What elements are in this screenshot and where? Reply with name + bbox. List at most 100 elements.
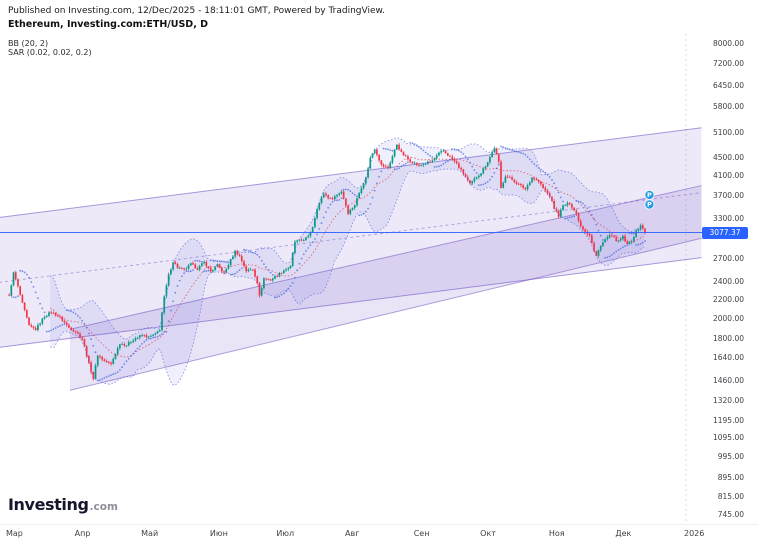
candle-body: [404, 155, 407, 157]
candle: [247, 267, 250, 273]
candle: [147, 335, 150, 338]
candle-body: [347, 205, 349, 214]
sar-dot: [187, 270, 190, 273]
candle: [39, 322, 41, 327]
candle-body: [14, 272, 17, 280]
time-axis-month-label: Окт: [480, 529, 496, 538]
sar-dot: [167, 320, 170, 323]
candle-body: [333, 196, 336, 199]
time-axis-month-label: Дек: [615, 529, 632, 538]
candle: [557, 209, 560, 219]
indicator-label-bb: BB (20, 2): [8, 39, 49, 48]
sar-dot: [236, 271, 239, 273]
candle-body: [167, 274, 170, 286]
candle: [393, 149, 396, 158]
sar-dot: [407, 161, 409, 164]
sar-dot: [205, 270, 208, 272]
candle: [249, 267, 252, 271]
candle-body: [112, 358, 115, 364]
price-axis-label: 1640.00: [712, 352, 744, 362]
sar-dot: [23, 271, 26, 274]
sar-dot: [251, 251, 254, 254]
sar-dot: [466, 158, 469, 161]
candle-body: [515, 182, 518, 184]
candle: [45, 314, 48, 318]
candle-body: [201, 263, 203, 266]
candle-body: [280, 272, 283, 274]
candle: [174, 260, 177, 265]
sar-dot: [393, 168, 396, 171]
candle: [154, 332, 157, 336]
candle: [198, 264, 201, 272]
candle: [278, 272, 281, 278]
candle-body: [391, 156, 394, 163]
candle: [19, 285, 22, 296]
candle-body: [269, 279, 272, 281]
sar-dot: [420, 147, 423, 150]
candle-body: [92, 372, 95, 379]
sar-dot: [548, 176, 551, 178]
sar-dot: [79, 317, 81, 319]
sar-dot: [52, 328, 55, 330]
candle-body: [101, 356, 104, 360]
sar-dot: [364, 210, 367, 213]
sar-dot: [243, 248, 245, 251]
sar-dot: [225, 261, 228, 263]
time-axis-month-label: Мар: [6, 529, 23, 538]
sar-dot: [402, 164, 405, 166]
sar-dot: [458, 149, 460, 152]
sar-dot: [130, 355, 132, 357]
price-axis-label: 4500.00: [712, 152, 744, 162]
candle: [119, 343, 121, 351]
candle: [577, 212, 580, 223]
candle-body: [360, 188, 363, 193]
candle: [65, 321, 68, 328]
sar-dot: [302, 253, 305, 256]
sar-dot: [409, 142, 411, 144]
candle: [429, 159, 431, 163]
sar-dot: [28, 276, 30, 279]
sar-dot: [635, 244, 638, 246]
candle: [602, 241, 604, 247]
sar-dot: [258, 256, 261, 258]
candle: [391, 154, 394, 165]
candle: [358, 191, 361, 199]
candle-body: [613, 235, 615, 238]
candle: [243, 259, 245, 268]
sar-dot: [112, 373, 115, 376]
candle-body: [489, 156, 491, 163]
candle: [482, 167, 485, 175]
candle-body: [582, 226, 584, 230]
sar-dot: [176, 285, 179, 287]
candle-body: [216, 264, 219, 267]
sar-dot: [280, 293, 283, 296]
candle-body: [39, 323, 41, 325]
sar-dot: [455, 149, 458, 151]
candle: [579, 218, 582, 228]
candle: [172, 261, 174, 272]
candle-body: [278, 272, 281, 277]
sar-dot: [557, 191, 560, 194]
candle-body: [245, 266, 248, 272]
candle-body: [218, 264, 221, 268]
candle-body: [593, 243, 595, 252]
sar-dot: [134, 350, 137, 353]
candle: [130, 341, 132, 345]
sar-dot: [65, 309, 68, 312]
sar-dot: [502, 146, 505, 149]
sar-dot: [533, 163, 536, 165]
candle-body: [88, 356, 90, 363]
candle-body: [325, 193, 327, 196]
candle-body: [316, 209, 318, 218]
candle: [420, 164, 423, 167]
candle-body: [154, 333, 157, 335]
sar-dot: [81, 319, 84, 322]
candle: [608, 233, 611, 239]
candle-body: [331, 198, 334, 200]
candle: [314, 217, 316, 229]
candles-layer: [8, 142, 646, 381]
sar-dot: [125, 360, 128, 363]
candle: [322, 192, 325, 198]
candle-body: [451, 156, 454, 160]
sar-dot: [318, 228, 321, 230]
